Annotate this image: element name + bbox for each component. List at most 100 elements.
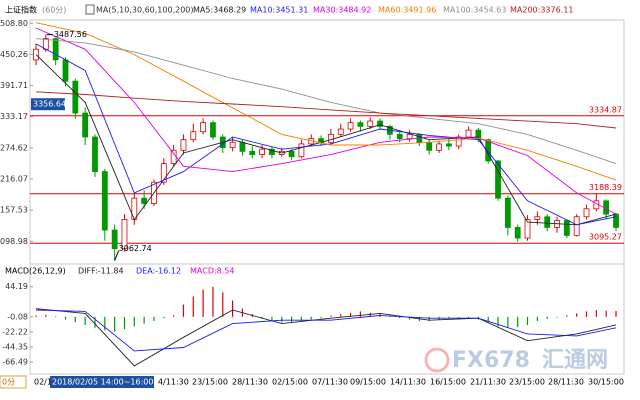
x-tick-label: 28/11:30: [232, 378, 268, 387]
candle-body: [239, 141, 246, 152]
cursor-box: [31, 98, 65, 111]
x-highlight: 2018/02/05 14:00~16:00: [52, 378, 153, 387]
legend-entry: MA100:3454.63: [443, 6, 506, 15]
legend-entry: MA200:3376.11: [510, 6, 573, 15]
candle-body: [328, 133, 334, 143]
candle-body: [524, 219, 531, 239]
y-tick-label: 3450.26: [0, 50, 28, 59]
legend-entry: MA5:3468.29: [193, 6, 246, 15]
x-tick-label: 14/11:30: [390, 378, 426, 387]
candle-body: [82, 112, 89, 138]
candle-body: [406, 133, 413, 140]
candle-body: [465, 129, 472, 138]
candle-body: [42, 38, 49, 50]
ma-line: [35, 54, 617, 226]
candle-body: [377, 120, 383, 127]
candle-body: [583, 208, 590, 218]
y-tick-label: 3274.62: [0, 143, 28, 152]
macd-tick-label: -0.08: [7, 312, 28, 321]
x-tick-label: 21/11:30: [470, 378, 506, 387]
period-tab[interactable]: [0, 375, 27, 389]
x-highlight-box: [50, 376, 154, 388]
ma-line: [35, 91, 617, 129]
candle-body: [200, 122, 207, 133]
macd-frame: [29, 263, 625, 375]
candle-body: [367, 120, 374, 127]
candle-body: [249, 150, 256, 155]
watermark-brand: FX678: [452, 348, 530, 373]
candle-body: [504, 197, 511, 228]
macd-tick-label: -66.49: [2, 358, 28, 367]
candle-body: [288, 150, 295, 158]
dea-line: [35, 309, 617, 352]
candle-body: [436, 143, 442, 151]
y-tick-label: 3216.07: [0, 174, 28, 183]
ma-line: [35, 43, 617, 226]
x-tick-label: 16/15:00: [430, 378, 466, 387]
ma-line: [35, 27, 617, 215]
candle-body: [563, 220, 570, 236]
x-tick-label: 23/15:00: [192, 378, 228, 387]
legend-entry: MA60:3491.96: [378, 6, 436, 15]
x-tick-label: 30/15:00: [588, 378, 624, 387]
candle-body: [229, 141, 236, 149]
x-tick-label: 09/15:00: [350, 378, 386, 387]
y-tick-label: 3508.80: [0, 19, 28, 28]
candle-body: [210, 122, 216, 138]
candle-body: [62, 59, 69, 82]
candle-body: [141, 197, 148, 204]
level-label: 3095.27: [589, 233, 622, 242]
x-tick-label: 28/11:30: [548, 378, 584, 387]
x-tick-label: 02/15:00: [272, 378, 308, 387]
chart-title: 上证指数: [5, 5, 37, 15]
legend-icon[interactable]: [85, 4, 95, 15]
y-tick-label: 3391.71: [0, 81, 28, 90]
y-tick-label: 3157.53: [0, 206, 28, 215]
candle-body: [495, 160, 501, 199]
macd-tick-label: -44.35: [2, 343, 28, 352]
x-tick-label: 23/15:00: [509, 378, 545, 387]
period-tab-label: 0分: [2, 378, 15, 387]
macd-title: MACD(26,12,9): [5, 267, 66, 276]
candle-body: [613, 213, 619, 228]
candle-body: [455, 136, 462, 147]
candle-body: [396, 133, 403, 140]
candle-body: [544, 216, 551, 228]
period: (60分): [42, 6, 66, 15]
candle-body: [445, 143, 452, 147]
legend-entry: MA10:3451.31: [250, 6, 308, 15]
candle-body: [92, 136, 98, 172]
candle-body: [534, 216, 541, 220]
dea-label: DEA:-16.12: [136, 267, 181, 276]
candle-body: [160, 163, 167, 183]
candle-body: [121, 219, 128, 250]
ma-legend: MA(5,10,30,60,100,200): [96, 6, 194, 15]
candle-body: [111, 229, 118, 250]
low-pointer: [114, 250, 120, 261]
candle-body: [298, 143, 305, 158]
high-label: 3487.56: [54, 30, 87, 39]
candle-body: [52, 38, 59, 61]
legend-entry: MA30:3484.92: [313, 6, 371, 15]
candle-body: [426, 141, 433, 151]
cursor-label: 3356.64: [33, 100, 66, 109]
candle-body: [180, 139, 187, 151]
candle-body: [337, 128, 344, 135]
macd-label: MACD:8.54: [190, 267, 235, 276]
low-label: 3062.74: [119, 244, 152, 253]
y-tick-label: 3333.17: [0, 112, 28, 121]
diff-line: [35, 308, 617, 367]
candle-body: [573, 216, 580, 236]
candle-body: [33, 48, 39, 61]
candle-body: [269, 148, 275, 155]
level-label: 3188.39: [589, 183, 622, 192]
x-tick-label: 02/1: [34, 378, 52, 387]
watermark: FX678 汇通网: [424, 347, 608, 373]
ma-line: [35, 38, 617, 165]
ma-line: [35, 22, 617, 181]
candle-body: [357, 122, 364, 127]
candle-body: [259, 148, 266, 155]
x-tick-label: 07/11:30: [312, 378, 348, 387]
